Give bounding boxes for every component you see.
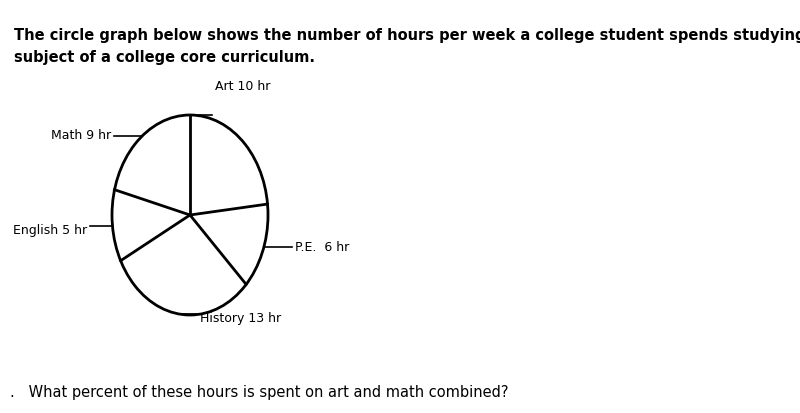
Text: P.E.  6 hr: P.E. 6 hr — [295, 241, 349, 254]
Text: .   What percent of these hours is spent on art and math combined?: . What percent of these hours is spent o… — [10, 385, 509, 400]
Text: subject of a college core curriculum.: subject of a college core curriculum. — [14, 50, 315, 65]
Ellipse shape — [112, 115, 268, 315]
Text: The circle graph below shows the number of hours per week a college student spen: The circle graph below shows the number … — [14, 28, 800, 43]
Text: English 5 hr: English 5 hr — [14, 224, 87, 237]
Text: Math 9 hr: Math 9 hr — [51, 129, 111, 142]
Text: History 13 hr: History 13 hr — [200, 312, 281, 325]
Text: Art 10 hr: Art 10 hr — [215, 80, 270, 93]
